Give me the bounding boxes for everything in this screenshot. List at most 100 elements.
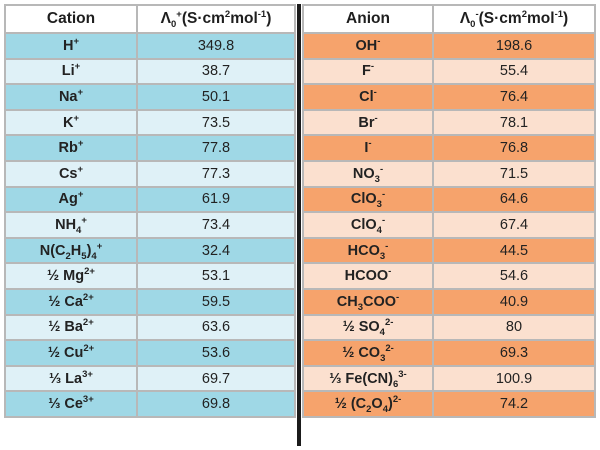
- ion-charge: +: [81, 215, 87, 227]
- ion-base: HCO: [347, 242, 380, 259]
- ion-base: Cs: [58, 165, 78, 182]
- anion-formula: HCOO-: [302, 262, 434, 290]
- ion-subscript: 3: [357, 301, 364, 313]
- cation-conductivity-value: 61.9: [136, 185, 296, 214]
- ion-charge: +: [96, 240, 103, 252]
- table-row: OH- 198.6: [302, 32, 596, 60]
- ion-end: ): [388, 396, 393, 413]
- ion-base: NH: [55, 216, 77, 233]
- lambda-symbol: Λ: [160, 10, 171, 27]
- ion-base: Cl: [359, 88, 374, 105]
- ion-charge: 3-: [398, 368, 407, 380]
- conductivity-tables: Cation Λ0+(S·cm2mol-1) H+ 349.8 Li+ 38.7 Na+…: [4, 4, 596, 446]
- table-row: I- 76.8: [302, 134, 596, 162]
- cation-formula: Rb+: [4, 134, 138, 162]
- anion-conductivity-value: 100.9: [432, 364, 596, 393]
- anion-formula: ClO3-: [302, 185, 434, 214]
- units-tail: mol: [230, 10, 258, 27]
- units-close: ): [563, 10, 569, 27]
- ion-subscript: 5: [81, 250, 87, 262]
- cation-formula: ½ Ca2+: [4, 287, 138, 316]
- ion-charge: 2+: [82, 317, 94, 329]
- ion-subscript: 4: [91, 250, 97, 262]
- ion-charge: +: [77, 189, 84, 201]
- anion-header-row: Anion Λ0-(S·cm2mol-1): [302, 4, 596, 34]
- table-row: K+ 73.5: [4, 108, 296, 137]
- cation-conductivity-value: 32.4: [136, 236, 296, 265]
- ion-charge: -: [374, 112, 378, 124]
- anion-formula: HCO3-: [302, 236, 434, 265]
- cation-conductivity-value: 53.6: [136, 339, 296, 367]
- ion-base: H: [62, 37, 74, 54]
- ion-prefix: ½: [48, 293, 65, 310]
- anion-conductivity-value: 67.4: [432, 211, 596, 239]
- ion-base: NO: [352, 165, 375, 182]
- ion-subscript: 3: [376, 199, 382, 211]
- ion-base: Cu: [63, 344, 84, 361]
- ion-charge: -: [396, 291, 400, 303]
- units-close: ): [266, 10, 272, 27]
- table-row: Na+ 50.1: [4, 83, 296, 111]
- lambda-superscript: +: [176, 8, 182, 20]
- units-tail-power: -1: [257, 8, 267, 20]
- cation-formula: K+: [4, 108, 138, 137]
- table-row: HCO3- 44.5: [302, 236, 596, 265]
- cation-formula: N(C2H5)4+: [4, 236, 138, 265]
- units-text: (S·cm: [181, 10, 225, 27]
- ion-base: F: [361, 63, 371, 80]
- anion-formula: I-: [302, 134, 434, 162]
- anion-conductivity-value: 40.9: [432, 287, 596, 316]
- table-row: NO3- 71.5: [302, 159, 596, 188]
- units-power: 2: [521, 8, 527, 20]
- cation-formula: ½ Cu2+: [4, 339, 138, 367]
- cation-conductivity-value: 50.1: [136, 83, 296, 111]
- ion-charge: -: [370, 61, 375, 73]
- ion-charge: +: [77, 138, 84, 150]
- ion-base: SO: [358, 319, 380, 336]
- anion-formula: ½ SO42-: [302, 313, 434, 342]
- ion-prefix: ½: [47, 268, 64, 285]
- table-row: HCOO- 54.6: [302, 262, 596, 290]
- ion-charge: 2-: [385, 343, 394, 355]
- ion-subscript: 4: [376, 224, 382, 236]
- ion-charge: -: [368, 138, 372, 150]
- cation-conductivity-value: 38.7: [136, 57, 296, 86]
- ion-charge: -: [381, 189, 386, 201]
- ion-prefix: ½: [342, 344, 359, 361]
- cation-formula: H+: [4, 32, 138, 60]
- table-row: ⅓ Ce3+ 69.8: [4, 390, 296, 418]
- table-row: ClO3- 64.6: [302, 185, 596, 214]
- table-row: Ag+ 61.9: [4, 185, 296, 214]
- anion-column-header: Anion: [302, 4, 434, 34]
- cation-formula: NH4+: [4, 211, 138, 239]
- table-row: Rb+ 77.8: [4, 134, 296, 162]
- ion-subscript: 3: [379, 250, 386, 262]
- anion-conductivity-value: 78.1: [432, 108, 596, 137]
- ion-charge: -: [379, 163, 384, 175]
- ion-base: K: [62, 114, 74, 131]
- table-row: CH3COO- 40.9: [302, 287, 596, 316]
- ion-base: Na: [58, 88, 78, 105]
- anion-table: Anion Λ0-(S·cm2mol-1) OH- 198.6 F- 55.4 Cl- 7…: [302, 4, 596, 418]
- cation-conductivity-value: 69.8: [136, 390, 296, 418]
- ion-charge: 3+: [82, 394, 94, 406]
- anion-formula: OH-: [302, 32, 434, 60]
- cation-formula: ⅓ La3+: [4, 364, 138, 393]
- table-row: ClO4- 67.4: [302, 211, 596, 239]
- anion-formula: NO3-: [302, 159, 434, 188]
- cation-conductivity-value: 69.7: [136, 364, 296, 393]
- table-row: ½ SO42- 80: [302, 313, 596, 342]
- units-text: (S·cm: [478, 10, 522, 27]
- cation-conductivity-value: 53.1: [136, 262, 296, 290]
- anion-conductivity-value: 74.2: [432, 390, 596, 418]
- ion-base: CO: [358, 344, 381, 361]
- ion-charge: -: [385, 240, 389, 252]
- ion-base: ClO: [350, 191, 377, 208]
- ion-mid: H: [70, 242, 82, 259]
- cation-conductivity-value: 77.3: [136, 159, 296, 188]
- table-row: F- 55.4: [302, 57, 596, 86]
- units-tail: mol: [527, 10, 555, 27]
- anion-formula: Br-: [302, 108, 434, 137]
- anion-formula: F-: [302, 57, 434, 86]
- ion-charge: -: [373, 87, 377, 99]
